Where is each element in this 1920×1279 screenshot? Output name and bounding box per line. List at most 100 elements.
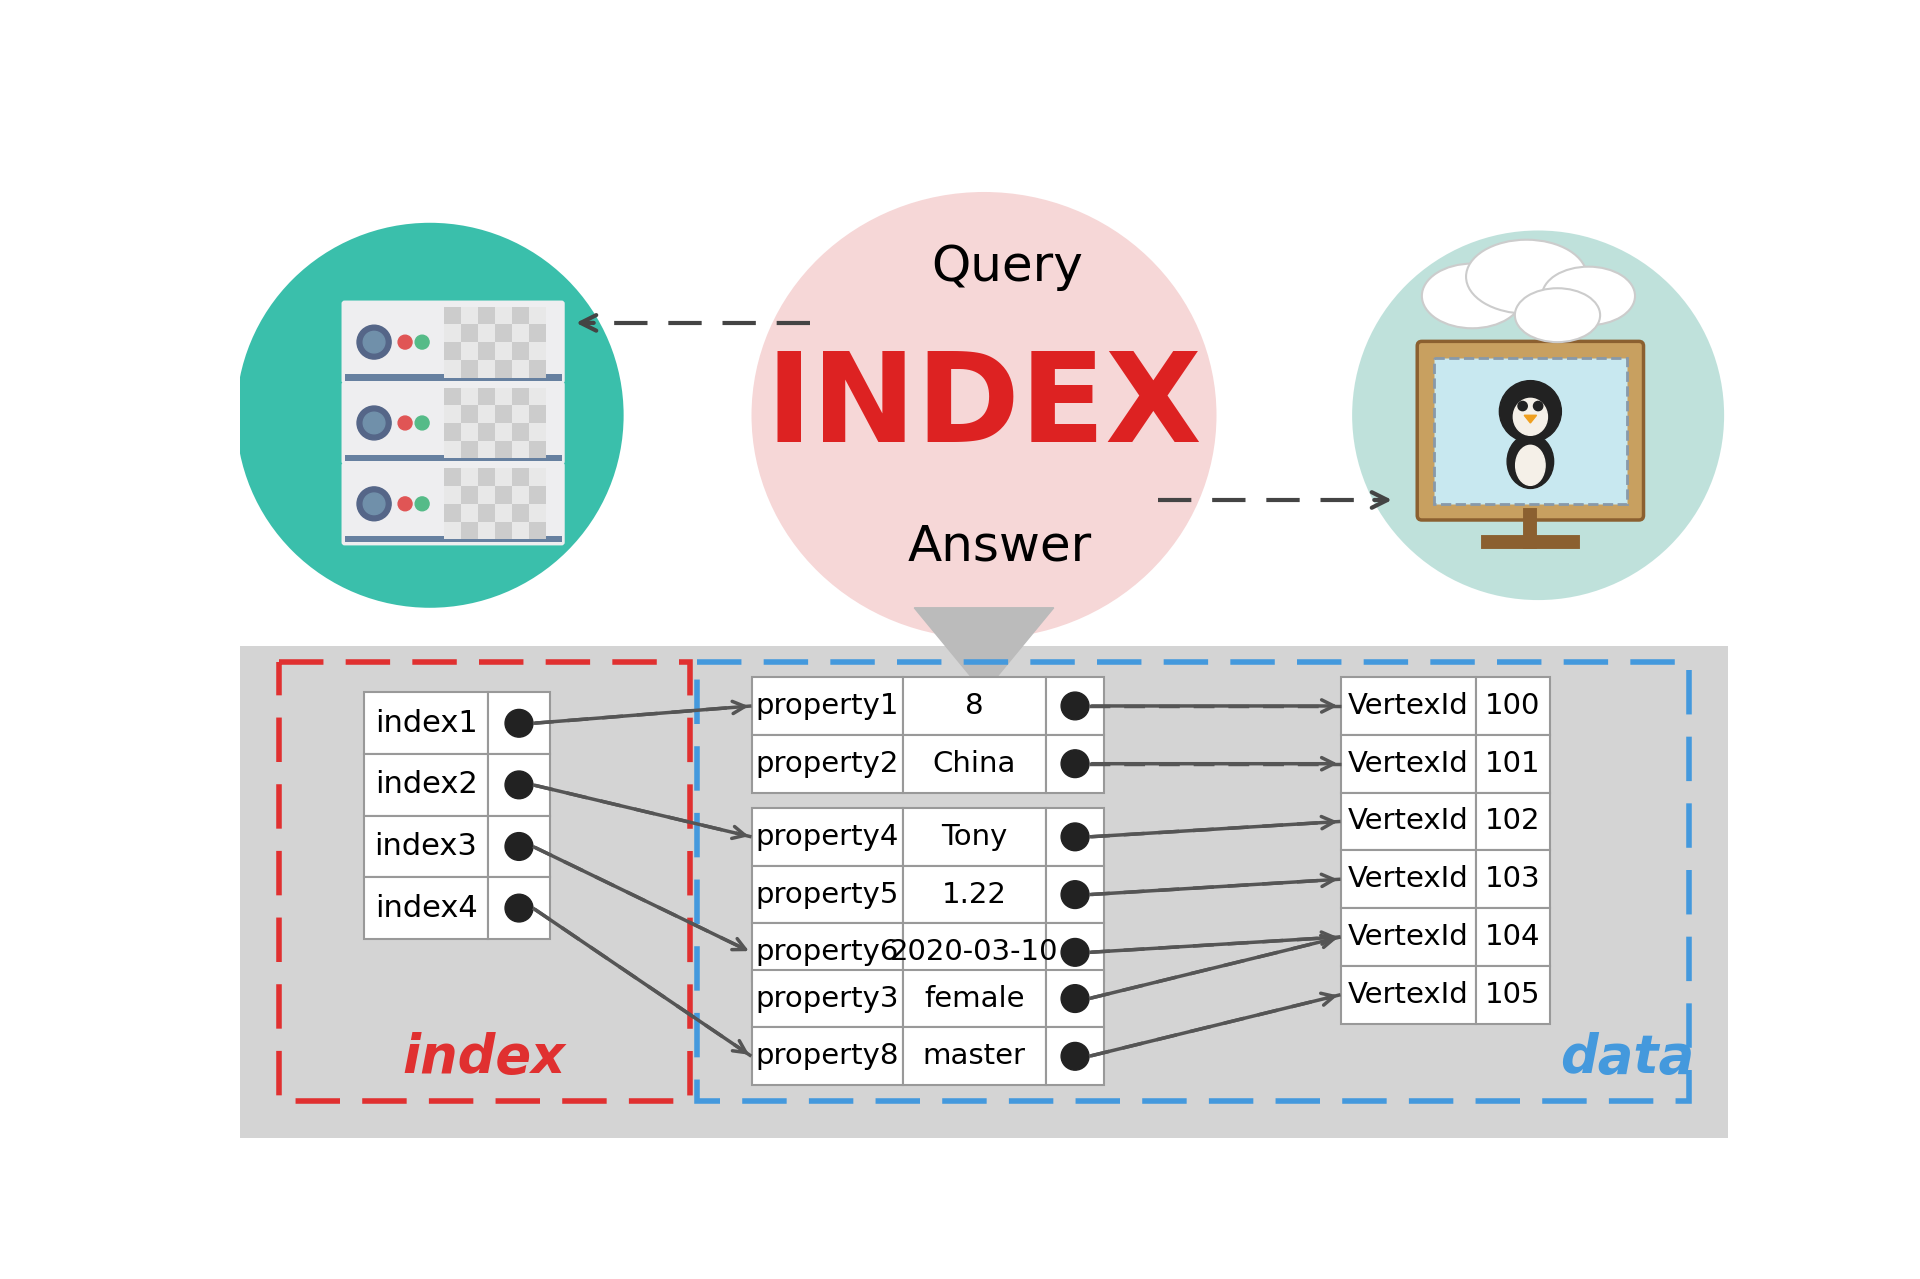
Bar <box>902 735 1046 793</box>
Text: index4: index4 <box>374 894 478 922</box>
Bar <box>495 504 513 522</box>
Bar <box>902 866 1046 923</box>
Bar <box>751 808 902 866</box>
Text: data: data <box>1561 1032 1693 1085</box>
Bar <box>1340 908 1476 966</box>
Text: 103: 103 <box>1486 865 1540 893</box>
Text: master: master <box>924 1042 1025 1071</box>
Bar <box>344 375 563 381</box>
Bar <box>478 486 495 504</box>
Bar <box>495 388 513 405</box>
Polygon shape <box>1524 416 1536 423</box>
Bar <box>1340 793 1476 851</box>
Text: property1: property1 <box>755 692 899 720</box>
FancyBboxPatch shape <box>1434 358 1628 504</box>
Bar <box>461 405 478 423</box>
FancyBboxPatch shape <box>342 381 564 464</box>
Bar <box>1340 851 1476 908</box>
Bar <box>478 307 495 325</box>
Bar <box>495 423 513 441</box>
Bar <box>1046 866 1104 923</box>
Circle shape <box>357 325 392 359</box>
Bar <box>530 405 545 423</box>
Bar <box>478 359 495 377</box>
Bar <box>444 522 461 540</box>
Circle shape <box>1062 692 1089 720</box>
Bar <box>461 359 478 377</box>
Text: property3: property3 <box>755 985 899 1013</box>
Bar <box>513 468 530 486</box>
Text: property4: property4 <box>755 822 899 851</box>
Bar <box>344 455 563 462</box>
Text: index3: index3 <box>374 831 478 861</box>
Text: 2020-03-10: 2020-03-10 <box>891 939 1058 967</box>
Bar <box>461 388 478 405</box>
Bar <box>530 441 545 458</box>
Circle shape <box>397 416 413 430</box>
Bar <box>513 504 530 522</box>
Bar <box>1340 677 1476 735</box>
Text: Query: Query <box>931 243 1083 292</box>
Ellipse shape <box>1467 239 1588 313</box>
Bar <box>444 486 461 504</box>
FancyBboxPatch shape <box>342 301 564 384</box>
Bar <box>530 307 545 325</box>
Bar <box>495 307 513 325</box>
Polygon shape <box>914 608 1054 692</box>
Bar <box>461 307 478 325</box>
Circle shape <box>357 405 392 440</box>
Bar <box>461 423 478 441</box>
Text: index2: index2 <box>374 770 478 799</box>
Circle shape <box>397 335 413 349</box>
Bar <box>495 522 513 540</box>
Circle shape <box>415 498 428 510</box>
Ellipse shape <box>1515 445 1546 485</box>
Circle shape <box>363 331 384 353</box>
Text: index1: index1 <box>374 709 478 738</box>
Circle shape <box>363 492 384 514</box>
Bar <box>902 1027 1046 1085</box>
Bar <box>495 486 513 504</box>
Bar <box>461 504 478 522</box>
Circle shape <box>1352 230 1724 600</box>
Bar <box>902 969 1046 1027</box>
Text: VertexId: VertexId <box>1348 865 1469 893</box>
Bar <box>1476 677 1549 735</box>
Bar <box>444 388 461 405</box>
Circle shape <box>415 416 428 430</box>
Bar <box>488 755 549 816</box>
Bar <box>444 468 461 486</box>
Circle shape <box>1062 881 1089 908</box>
Bar <box>444 405 461 423</box>
Bar <box>530 468 545 486</box>
Bar <box>444 441 461 458</box>
Text: 102: 102 <box>1486 807 1540 835</box>
Circle shape <box>1062 985 1089 1013</box>
Bar <box>495 441 513 458</box>
Text: Answer: Answer <box>908 522 1092 570</box>
Bar <box>344 536 563 542</box>
Bar <box>461 341 478 359</box>
Circle shape <box>397 498 413 510</box>
Text: 100: 100 <box>1486 692 1540 720</box>
Ellipse shape <box>1542 266 1636 325</box>
Bar <box>1046 1027 1104 1085</box>
Bar <box>495 341 513 359</box>
Bar <box>1046 923 1104 981</box>
Circle shape <box>1519 402 1526 411</box>
Circle shape <box>1062 939 1089 966</box>
Bar <box>1046 808 1104 866</box>
Bar <box>495 359 513 377</box>
Circle shape <box>1062 749 1089 778</box>
Bar <box>1476 793 1549 851</box>
Bar <box>365 877 488 939</box>
Bar <box>478 341 495 359</box>
Bar <box>478 325 495 341</box>
Bar <box>751 735 902 793</box>
Bar <box>461 441 478 458</box>
Bar <box>513 486 530 504</box>
Bar <box>478 405 495 423</box>
Bar <box>530 423 545 441</box>
Bar <box>478 441 495 458</box>
Bar <box>444 504 461 522</box>
